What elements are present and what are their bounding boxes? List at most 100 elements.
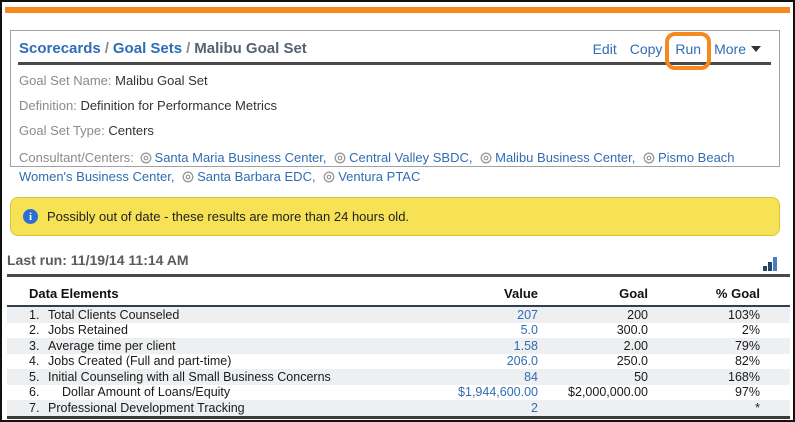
pct-goal-value: * <box>755 400 760 415</box>
goal-set-details: Goal Set Name: Malibu Goal Set Definitio… <box>11 65 779 186</box>
row-number: 5. <box>29 369 40 384</box>
field-label: Consultant/Centers: <box>19 150 134 165</box>
last-run-prefix: Last run: <box>7 252 67 268</box>
column-header-value: Value <box>504 286 538 301</box>
bar-2 <box>768 262 772 271</box>
target-icon <box>334 152 346 164</box>
separator: , <box>170 169 175 184</box>
pct-goal-value: 97% <box>734 385 760 400</box>
row-number: 2. <box>29 323 40 338</box>
center-link[interactable]: Malibu Business Center <box>495 150 632 165</box>
value-link[interactable]: 207 <box>517 307 538 322</box>
breadcrumb-link-goal-sets[interactable]: Goal Sets <box>112 40 183 57</box>
last-run-section: Last run: 11/19/14 11:14 AM <box>7 247 790 277</box>
pct-goal-value: 2% <box>741 323 760 338</box>
value-link[interactable]: $1,944,600.00 <box>458 385 538 400</box>
center-link[interactable]: Santa Barbara EDC <box>197 169 312 184</box>
pct-goal-value: 168% <box>728 369 760 384</box>
panel-header: Scorecards / Goal Sets / Malibu Goal Set Edi… <box>11 31 779 70</box>
value-link[interactable]: 1.58 <box>513 338 538 353</box>
field-label: Goal Set Type: <box>19 123 105 138</box>
center-link[interactable]: Ventura PTAC <box>338 169 421 184</box>
target-icon <box>140 152 151 164</box>
copy-link[interactable]: Copy <box>629 40 663 57</box>
table-row: 7. Professional Development Tracking 2 * <box>7 400 790 416</box>
field-definition: Definition: Definition for Performance M… <box>19 98 771 114</box>
goal-value: 200 <box>627 307 648 322</box>
breadcrumb-current: Malibu Goal Set <box>194 40 307 57</box>
value-link[interactable]: 206.0 <box>506 354 538 369</box>
field-label: Definition: <box>19 98 77 113</box>
pct-goal-value: 103% <box>728 307 760 322</box>
goal-set-panel: Scorecards / Goal Sets / Malibu Goal Set Edi… <box>10 30 780 184</box>
data-element-name: Total Clients Counseled <box>48 307 180 322</box>
breadcrumb: Scorecards / Goal Sets / Malibu Goal Set <box>19 40 307 57</box>
data-element-name: Jobs Created (Full and part-time) <box>48 354 232 369</box>
target-icon <box>643 152 655 164</box>
last-run-timestamp: 11/19/14 11:14 AM <box>70 252 189 268</box>
breadcrumb-separator: / <box>186 40 191 57</box>
bar-chart-icon[interactable] <box>763 257 777 271</box>
row-number: 6. <box>29 385 40 400</box>
run-link[interactable]: Run <box>675 40 702 57</box>
chevron-down-icon <box>751 45 761 52</box>
separator: , <box>311 169 316 184</box>
data-element-name: Professional Development Tracking <box>48 400 245 415</box>
consultant-item: Malibu Business Center, <box>478 150 637 165</box>
more-link[interactable]: More <box>714 40 746 57</box>
separator: , <box>631 150 636 165</box>
field-value: Centers <box>108 123 154 138</box>
header-divider <box>18 62 771 65</box>
goal-results-table: Data Elements Value Goal % Goal 1. Total… <box>7 282 790 419</box>
table-row: 6. Dollar Amount of Loans/Equity $1,944,… <box>7 385 790 401</box>
table-row: 1. Total Clients Counseled 207 200 103% <box>7 307 790 323</box>
center-link[interactable]: Central Valley SBDC <box>349 150 469 165</box>
breadcrumb-link-scorecards[interactable]: Scorecards <box>19 40 101 57</box>
table-header-row: Data Elements Value Goal % Goal <box>7 282 790 307</box>
field-consultant-centers: Consultant/Centers: Santa Maria Business… <box>19 148 771 186</box>
info-icon: i <box>23 209 38 224</box>
goal-value: $2,000,000.00 <box>568 385 648 400</box>
table-row: 5. Initial Counseling with all Small Bus… <box>7 369 790 385</box>
separator: , <box>468 150 473 165</box>
goal-value: 300.0 <box>616 323 648 338</box>
value-link[interactable]: 2 <box>531 400 538 415</box>
field-goal-set-name: Goal Set Name: Malibu Goal Set <box>19 73 771 89</box>
data-element-name: Dollar Amount of Loans/Equity <box>62 385 231 400</box>
row-number: 4. <box>29 354 40 369</box>
stale-results-banner: i Possibly out of date - these results a… <box>10 197 780 236</box>
orange-annotation-bar <box>5 7 790 13</box>
column-header-pct-goal: % Goal <box>715 286 760 301</box>
field-goal-set-type: Goal Set Type: Centers <box>19 123 771 139</box>
pct-goal-value: 79% <box>734 338 760 353</box>
value-link[interactable]: 84 <box>524 369 538 384</box>
pct-goal-value: 82% <box>734 354 760 369</box>
bar-3 <box>773 257 777 271</box>
column-header-data-elements: Data Elements <box>29 286 119 301</box>
goal-value: 250.0 <box>616 354 648 369</box>
action-links: Edit Copy Run More <box>592 31 771 70</box>
consultant-item: Pismo Beach Women's Business Center, <box>19 150 735 184</box>
consultant-item: Santa Maria Business Center, <box>138 150 329 165</box>
center-link[interactable]: Pismo Beach Women's Business Center <box>19 150 735 184</box>
table-row: 2. Jobs Retained 5.0 300.0 2% <box>7 323 790 339</box>
data-element-name: Average time per client <box>48 338 176 353</box>
value-link[interactable]: 5.0 <box>520 323 538 338</box>
field-value: Malibu Goal Set <box>115 73 208 88</box>
table-row: 3. Average time per client 1.58 2.00 79% <box>7 338 790 354</box>
column-header-goal: Goal <box>619 286 648 301</box>
target-icon <box>323 171 335 183</box>
separator: , <box>322 150 327 165</box>
more-menu[interactable]: More <box>714 41 761 57</box>
goal-value: 2.00 <box>623 338 648 353</box>
table-body: 1. Total Clients Counseled 207 200 103% … <box>7 307 790 419</box>
row-number: 3. <box>29 338 40 353</box>
consultant-item: Ventura PTAC <box>321 169 420 184</box>
consultant-item: Central Valley SBDC, <box>332 150 474 165</box>
edit-link[interactable]: Edit <box>592 40 617 57</box>
center-link[interactable]: Santa Maria Business Center <box>154 150 323 165</box>
consultant-item: Santa Barbara EDC, <box>180 169 318 184</box>
breadcrumb-separator: / <box>104 40 109 57</box>
field-label: Goal Set Name: <box>19 73 112 88</box>
